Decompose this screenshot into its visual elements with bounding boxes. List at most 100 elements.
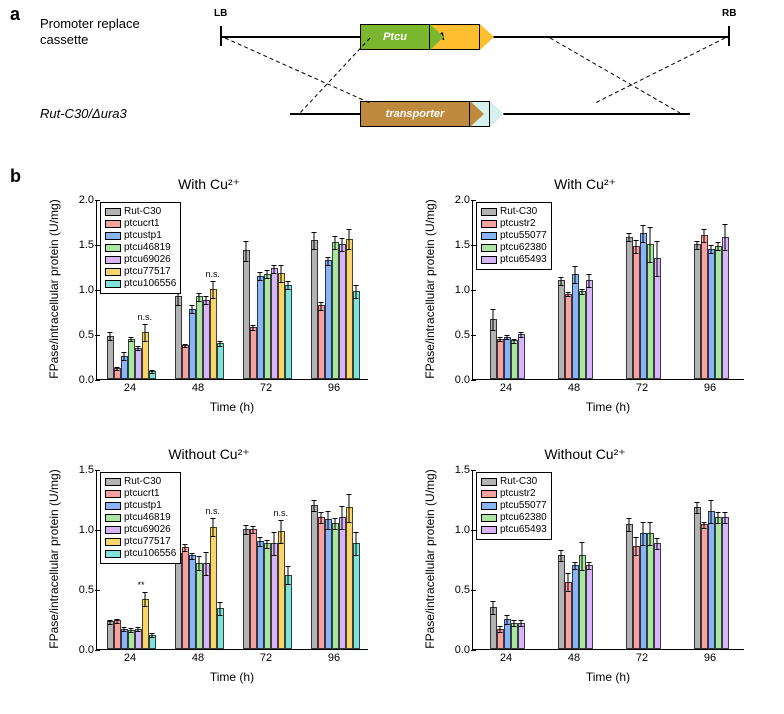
- legend-swatch: [481, 514, 497, 522]
- bar: [332, 523, 339, 649]
- bar: [647, 533, 654, 649]
- error-bar: [138, 346, 139, 351]
- bar-group: [107, 332, 156, 379]
- bar: [701, 235, 708, 379]
- bar: [497, 629, 504, 649]
- bar: [565, 582, 572, 649]
- y-tick: 0.5: [74, 329, 94, 341]
- bar: [142, 332, 149, 379]
- error-bar: [521, 332, 522, 337]
- x-tick: 72: [627, 382, 657, 394]
- bar: [311, 240, 318, 380]
- bar: [332, 242, 339, 379]
- bar: [586, 565, 593, 649]
- y-tick: 1.5: [74, 464, 94, 476]
- x-tick: 72: [627, 652, 657, 664]
- bar-group: [107, 599, 156, 649]
- legend-item: ptcucrt1: [105, 218, 176, 230]
- bar: [654, 258, 661, 380]
- bar-group: [694, 507, 729, 649]
- chart-2: With Cu²⁺ FPase/intracellular protein (U/…: [410, 170, 760, 420]
- error-bar: [349, 494, 350, 523]
- error-bar: [253, 325, 254, 330]
- x-tick: 72: [251, 652, 281, 664]
- bar: [196, 296, 203, 379]
- legend-item: ptcu55077: [481, 230, 547, 242]
- bar: [353, 291, 360, 379]
- y-tick: 1.5: [450, 464, 470, 476]
- y-tick: 0.5: [450, 584, 470, 596]
- label-b: b: [10, 166, 21, 187]
- legend-swatch: [481, 208, 497, 216]
- legend-item: ptcucrt1: [105, 488, 176, 500]
- legend-swatch: [481, 220, 497, 228]
- error-bar: [220, 602, 221, 616]
- legend-label: ptcu62380: [500, 512, 547, 524]
- error-bar: [356, 532, 357, 556]
- legend-label: ptcu55077: [500, 230, 547, 242]
- error-bar: [568, 573, 569, 592]
- bar: [217, 608, 224, 649]
- bar: [217, 343, 224, 379]
- error-bar: [131, 337, 132, 342]
- bar: [243, 250, 250, 379]
- y-tick: 2.0: [74, 194, 94, 206]
- error-bar: [493, 601, 494, 615]
- legend-item: ptcu55077: [481, 500, 547, 512]
- y-tick: 0.0: [74, 644, 94, 656]
- error-bar: [500, 337, 501, 342]
- legend-label: Rut-C30: [500, 476, 537, 488]
- error-bar: [246, 525, 247, 535]
- bar: [325, 519, 332, 649]
- error-bar: [629, 233, 630, 242]
- error-bar: [314, 500, 315, 512]
- x-tick: 24: [491, 382, 521, 394]
- bar: [285, 285, 292, 380]
- x-tick: 24: [491, 652, 521, 664]
- chart-title: With Cu²⁺: [410, 176, 760, 193]
- error-bar: [335, 236, 336, 250]
- bar-group: [175, 527, 224, 649]
- error-bar: [110, 620, 111, 625]
- y-axis-label: FPase/intracellular protein (U/mg): [422, 200, 436, 380]
- bar-group: [626, 524, 661, 649]
- error-bar: [260, 272, 261, 281]
- error-bar: [697, 241, 698, 250]
- legend-swatch: [105, 268, 121, 276]
- error-bar: [260, 537, 261, 547]
- y-axis-label: FPase/intracellular protein (U/mg): [46, 470, 60, 650]
- bar: [572, 565, 579, 649]
- bar: [579, 555, 586, 649]
- bar: [647, 244, 654, 379]
- bar: [142, 599, 149, 649]
- error-bar: [124, 352, 125, 361]
- x-axis-label: Time (h): [96, 400, 368, 414]
- bar: [339, 517, 346, 649]
- legend-swatch: [481, 244, 497, 252]
- legend-item: Rut-C30: [481, 206, 547, 218]
- error-bar: [507, 615, 508, 625]
- cassette-box: Ptcu: [360, 24, 444, 50]
- bar: [250, 327, 257, 379]
- error-bar: [192, 305, 193, 314]
- legend-swatch: [481, 502, 497, 510]
- error-bar: [192, 553, 193, 560]
- error-bar: [514, 620, 515, 627]
- bar: [694, 507, 701, 649]
- y-tick: 0.0: [450, 644, 470, 656]
- bar: [264, 274, 271, 379]
- y-tick: 0.0: [450, 374, 470, 386]
- error-bar: [629, 518, 630, 532]
- error-bar: [356, 285, 357, 299]
- error-bar: [704, 522, 705, 529]
- legend-item: Rut-C30: [105, 476, 176, 488]
- bar: [250, 529, 257, 649]
- bar: [196, 563, 203, 649]
- bar-group: [490, 319, 525, 379]
- y-tick: 1.5: [450, 239, 470, 251]
- row1b-text: cassette: [40, 32, 88, 47]
- error-bar: [185, 544, 186, 551]
- legend-item: ptcu62380: [481, 242, 547, 254]
- x-tick: 96: [695, 652, 725, 664]
- chart-title: Without Cu²⁺: [34, 446, 384, 463]
